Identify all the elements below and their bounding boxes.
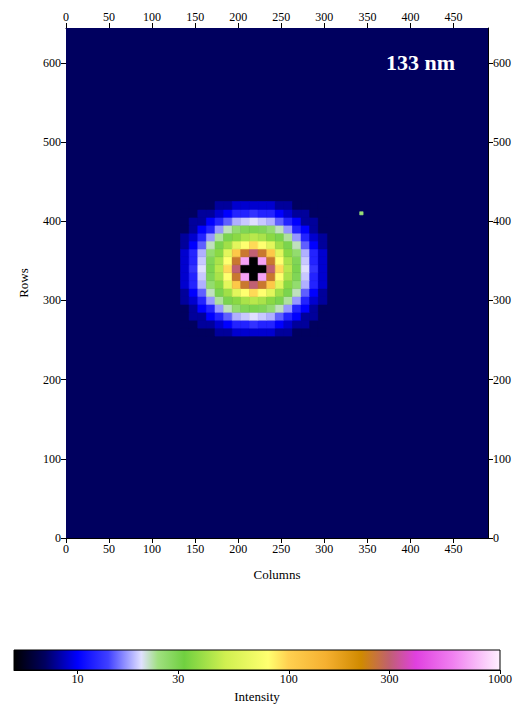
svg-text:250: 250: [272, 10, 290, 24]
svg-text:100: 100: [493, 452, 511, 466]
svg-text:0: 0: [63, 542, 69, 556]
svg-text:150: 150: [186, 10, 204, 24]
svg-text:0: 0: [55, 531, 61, 545]
svg-text:133 nm: 133 nm: [386, 50, 455, 75]
svg-text:100: 100: [280, 672, 298, 686]
svg-text:200: 200: [229, 10, 247, 24]
svg-text:Intensity: Intensity: [234, 689, 280, 704]
svg-text:100: 100: [143, 10, 161, 24]
svg-text:0: 0: [493, 531, 499, 545]
svg-text:400: 400: [43, 214, 61, 228]
svg-text:250: 250: [272, 542, 290, 556]
svg-text:300: 300: [43, 293, 61, 307]
svg-text:500: 500: [43, 135, 61, 149]
svg-text:150: 150: [186, 542, 204, 556]
svg-text:0: 0: [63, 10, 69, 24]
svg-text:400: 400: [401, 10, 419, 24]
svg-text:100: 100: [143, 542, 161, 556]
svg-text:300: 300: [493, 293, 511, 307]
svg-text:50: 50: [103, 10, 115, 24]
svg-text:600: 600: [43, 56, 61, 70]
svg-text:350: 350: [358, 542, 376, 556]
svg-text:300: 300: [315, 542, 333, 556]
svg-text:50: 50: [103, 542, 115, 556]
svg-text:300: 300: [381, 672, 399, 686]
svg-text:1000: 1000: [488, 672, 512, 686]
svg-text:500: 500: [493, 135, 511, 149]
svg-text:450: 450: [445, 10, 463, 24]
svg-text:300: 300: [315, 10, 333, 24]
svg-text:100: 100: [43, 452, 61, 466]
svg-text:400: 400: [493, 214, 511, 228]
svg-text:200: 200: [493, 373, 511, 387]
svg-text:450: 450: [445, 542, 463, 556]
svg-text:400: 400: [401, 542, 419, 556]
svg-text:200: 200: [43, 373, 61, 387]
svg-text:Columns: Columns: [254, 567, 301, 582]
svg-text:Rows: Rows: [16, 268, 31, 298]
svg-text:200: 200: [229, 542, 247, 556]
svg-text:350: 350: [358, 10, 376, 24]
svg-text:10: 10: [72, 672, 84, 686]
svg-text:30: 30: [172, 672, 184, 686]
svg-text:600: 600: [493, 56, 511, 70]
